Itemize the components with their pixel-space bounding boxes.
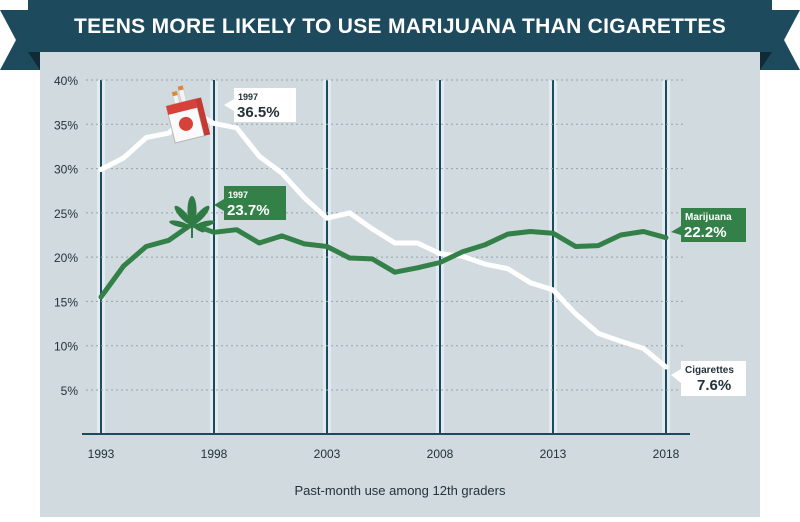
x-tick-label: 1993 (88, 447, 115, 461)
banner-fold-right (760, 52, 772, 70)
leaf-stem (191, 224, 193, 238)
x-tick-label: 2018 (653, 447, 680, 461)
callout-cigarettes-1997: 1997 36.5% (224, 88, 296, 122)
pack-side (195, 97, 211, 136)
cigarette-pack-icon (165, 85, 211, 144)
leaf-blade-lower-left (169, 220, 189, 228)
banner-main (28, 0, 772, 52)
cannabis-leaf-icon (169, 196, 215, 238)
y-tick-label: 25% (54, 207, 78, 221)
pack-filter-1 (171, 91, 178, 97)
callout-value: 7.6% (697, 377, 731, 394)
x-axis-ticks: 1993 1998 2003 2008 2013 2018 (88, 447, 680, 461)
callout-value: 22.2% (684, 224, 727, 241)
callout-value: 23.7% (227, 202, 270, 219)
callout-bg (214, 186, 286, 220)
callout-label: Marijuana (685, 212, 732, 223)
y-tick-label: 30% (54, 163, 78, 177)
callout-bg (671, 208, 746, 242)
pack-lid (166, 98, 198, 115)
callout-bg (224, 88, 296, 122)
leaf-blade-top (187, 196, 197, 224)
callout-label: Cigarettes (685, 365, 734, 376)
callout-bg (671, 361, 746, 396)
title-banner: TEENS MORE LIKELY TO USE MARIJUANA THAN … (0, 0, 800, 70)
callout-year: 1997 (228, 190, 248, 200)
x-axis-label: Past-month use among 12th graders (294, 483, 506, 498)
x-tick-label: 2013 (540, 447, 567, 461)
x-tick-label: 1998 (201, 447, 228, 461)
y-tick-label: 10% (54, 340, 78, 354)
chart-title: TEENS MORE LIKELY TO USE MARIJUANA THAN … (74, 15, 726, 38)
x-tick-label: 2003 (314, 447, 341, 461)
callout-marijuana-2018: Marijuana 22.2% (671, 208, 746, 242)
y-tick-label: 40% (54, 74, 78, 88)
x-tick-label: 2008 (427, 447, 454, 461)
y-tick-label: 15% (54, 295, 78, 309)
leaf-blade-lower-right (195, 220, 215, 228)
callout-year: 1997 (238, 92, 258, 102)
leaf-blade-upper-left (174, 205, 192, 225)
y-tick-label: 20% (54, 251, 78, 265)
leaf-blade-bottom-left (179, 225, 191, 233)
y-tick-label: 5% (61, 384, 79, 398)
y-tick-label: 35% (54, 118, 78, 132)
callout-cigarettes-2018: Cigarettes 7.6% (671, 361, 746, 396)
banner-fold-left (28, 52, 40, 70)
pack-filter-2 (177, 85, 184, 91)
callout-value: 36.5% (237, 104, 280, 121)
y-axis-ticks: 5% 10% 15% 20% 25% 30% 35% 40% (54, 74, 78, 398)
pack-logo (178, 116, 193, 131)
leaf-blade-upper-right (192, 205, 210, 225)
callout-marijuana-1997: 1997 23.7% (214, 186, 286, 220)
chart-panel (40, 40, 760, 517)
leaf-blade-bottom-right (193, 225, 205, 233)
